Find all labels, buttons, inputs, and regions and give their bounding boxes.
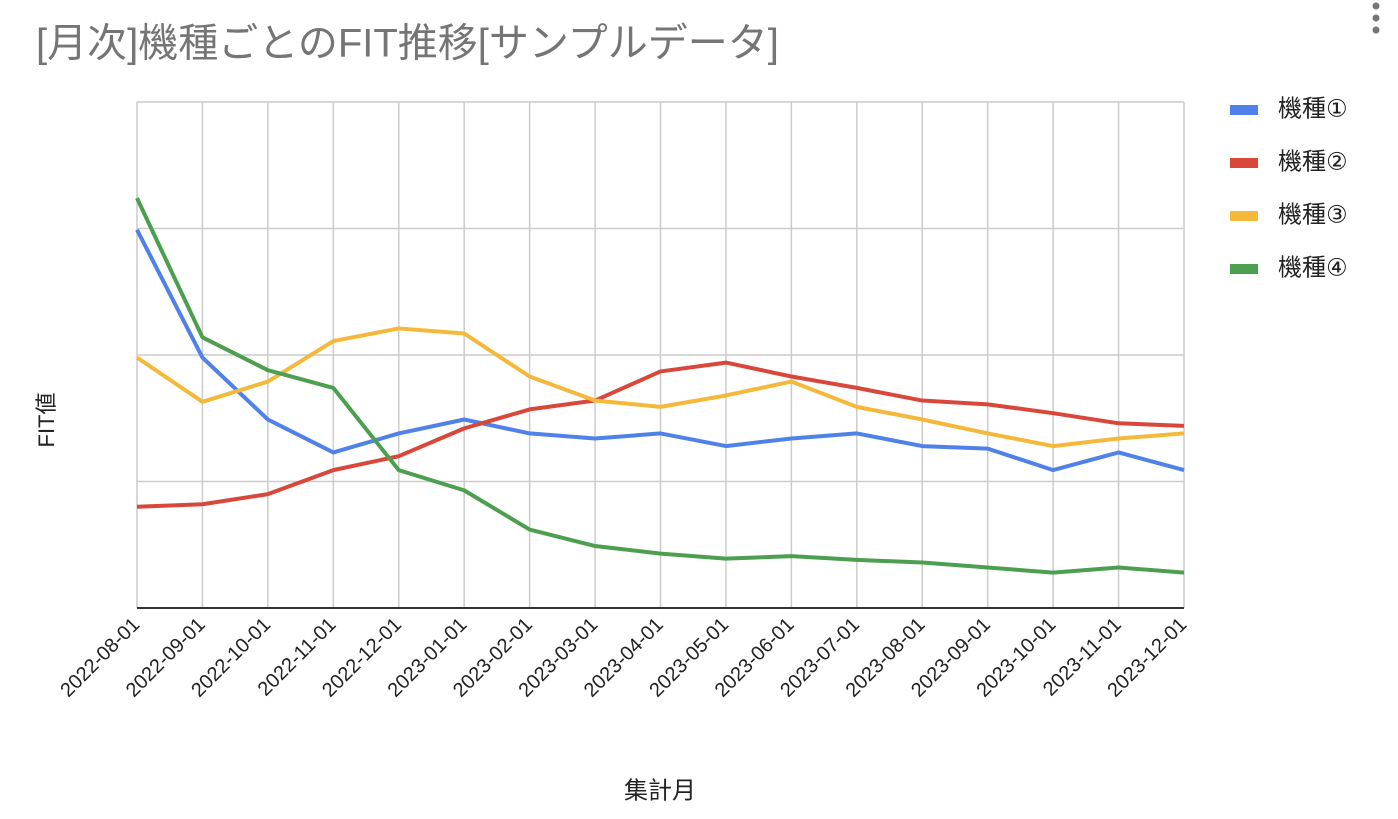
menu-icon[interactable] [1372,2,1380,34]
legend-label: 機種④ [1278,254,1348,281]
legend-swatch [1230,105,1258,115]
y-axis-label: FIT値 [34,393,59,448]
legend-label: 機種② [1278,148,1348,175]
legend-label: 機種① [1278,95,1348,122]
legend-label: 機種③ [1278,201,1348,228]
legend-swatch [1230,211,1258,221]
x-axis-label: 集計月 [624,777,696,804]
series-line [135,228,1185,473]
series-line [136,360,1185,509]
series-line [135,326,1185,449]
legend-swatch [1230,264,1258,274]
series-line [135,197,1185,575]
legend-swatch [1230,158,1258,168]
chart-title: [月次]機種ごとのFIT推移[サンプルデータ] [36,22,779,66]
